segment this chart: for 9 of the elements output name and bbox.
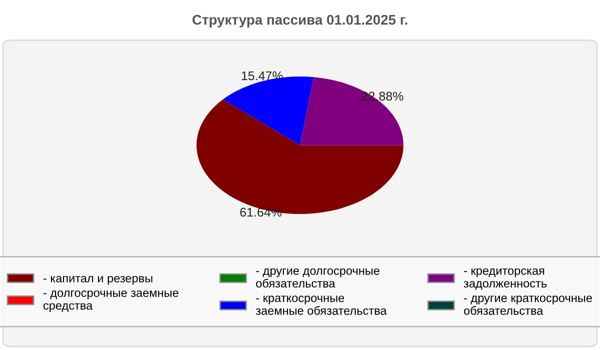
legend-label: - кредиторская задолженность — [464, 268, 547, 290]
legend-label: - капитал и резервы — [43, 276, 152, 285]
legend-label: - другие краткосрочные обязательства — [464, 296, 592, 315]
legend-label: - долгосрочные заемные средства — [43, 290, 178, 312]
data-label: 15.47% — [242, 71, 283, 80]
data-label: 61.64% — [240, 208, 282, 217]
legend-label: - краткосрочные заемные обязательства — [256, 296, 387, 315]
legend-label: - другие долгосрочные обязательства — [256, 268, 380, 288]
chart-title: Структура пассива 01.01.2025 г. — [192, 14, 408, 28]
